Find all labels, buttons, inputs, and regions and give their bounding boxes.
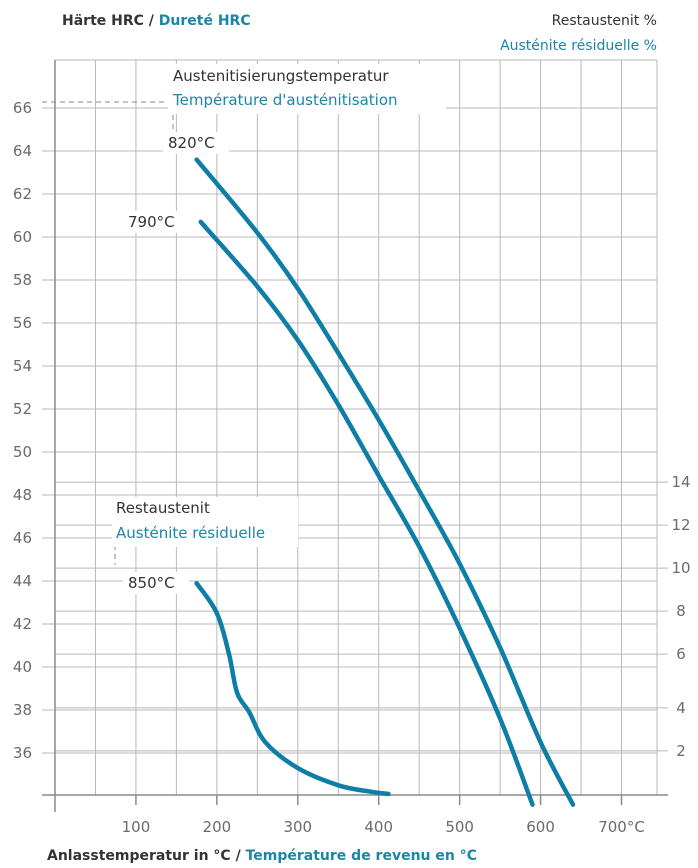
retained-label-fr: Austénite résiduelle [116, 524, 265, 542]
aust-temp-label-de: Austenitisierungstemperatur [173, 67, 389, 85]
retained-label-de: Restaustenit [116, 499, 210, 517]
y2-axis-title-fr: Austénite résiduelle % [500, 38, 657, 54]
y2-axis-title-de: Restaustenit % [552, 13, 657, 29]
y-tick-label: 58 [13, 271, 32, 289]
y2-tick-label: 8 [676, 602, 686, 620]
y2-tick-label: 6 [676, 645, 686, 663]
x-tick-label: 200 [203, 818, 232, 836]
y2-tick-label: 14 [671, 473, 690, 491]
y-tick-label: 42 [13, 615, 32, 633]
x-axis-title: Anlasstemperatur in °C / Température de … [47, 848, 477, 864]
curve-850C [194, 580, 391, 797]
curve-label-850: 850°C [128, 574, 175, 592]
curve-820C [194, 157, 576, 807]
y2-tick-label: 12 [671, 516, 690, 534]
tick-labels: 100 200 300 400 500 600 700°C36384042444648505… [13, 99, 691, 836]
y-tick-label: 66 [13, 99, 32, 117]
label-850-bg [123, 572, 189, 594]
curve-label-820: 820°C [168, 134, 215, 152]
y-tick-label: 52 [13, 400, 32, 418]
y-tick-label: 54 [13, 357, 32, 375]
axes [42, 60, 668, 812]
x-tick-label: 400 [364, 818, 393, 836]
x-tick-label: 600 [526, 818, 555, 836]
y-tick-label: 62 [13, 185, 32, 203]
aust-temp-bg [168, 64, 446, 114]
y-axis-title: Härte HRC / Dureté HRC [62, 13, 251, 29]
y-tick-label: 50 [13, 443, 32, 461]
y-tick-label: 46 [13, 529, 32, 547]
grid [42, 59, 668, 795]
y-tick-label: 44 [13, 572, 32, 590]
x-tick-label: 700°C [598, 818, 645, 836]
y-tick-label: 40 [13, 658, 32, 676]
y-tick-label: 36 [13, 744, 32, 762]
y-tick-label: 64 [13, 142, 32, 160]
y2-tick-label: 10 [671, 559, 690, 577]
label-820-bg [163, 132, 229, 154]
label-790-bg [123, 211, 189, 233]
x-tick-label: 500 [445, 818, 474, 836]
y-tick-label: 56 [13, 314, 32, 332]
retained-bg [112, 497, 298, 547]
curve-790C [198, 219, 535, 807]
y2-tick-label: 4 [676, 699, 686, 717]
y-tick-label: 60 [13, 228, 32, 246]
y-tick-label: 48 [13, 486, 32, 504]
y2-tick-label: 2 [676, 742, 686, 760]
curves [194, 157, 576, 807]
y-tick-label: 38 [13, 701, 32, 719]
curve-label-790: 790°C [128, 213, 175, 231]
x-tick-label: 100 [122, 818, 151, 836]
aust-temp-label-fr: Température d'austénitisation [172, 91, 398, 109]
x-tick-label: 300 [283, 818, 312, 836]
